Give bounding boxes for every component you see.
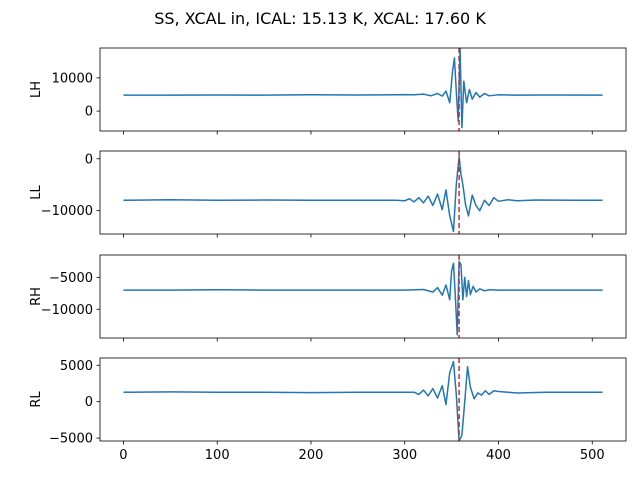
panel-rl: −5000 0 5000 0 100 200 300 400 500 RL bbox=[29, 357, 627, 463]
y-tick-label: 5000 bbox=[60, 359, 93, 374]
series-line bbox=[123, 48, 603, 129]
series-line bbox=[123, 155, 603, 233]
y-tick-label: 10000 bbox=[52, 71, 93, 86]
panel-ll: −10000 0 LL bbox=[29, 150, 627, 238]
y-axis-label: RL bbox=[29, 391, 44, 408]
y-tick-label: 0 bbox=[85, 395, 93, 410]
x-tick-label: 0 bbox=[119, 448, 127, 463]
y-axis-label: LL bbox=[29, 185, 44, 200]
y-tick-label: −5000 bbox=[49, 271, 93, 286]
y-axis-label: RH bbox=[29, 287, 44, 306]
x-tick-label: 400 bbox=[486, 448, 511, 463]
x-tick-label: 500 bbox=[580, 448, 605, 463]
y-tick-label: 0 bbox=[85, 105, 93, 120]
panel-lh: 0 10000 LH bbox=[29, 47, 627, 135]
y-axis-label: LH bbox=[29, 81, 44, 98]
panel-rh: −10000 −5000 RH bbox=[29, 254, 627, 342]
axes-frame bbox=[99, 47, 627, 132]
y-tick-label: −10000 bbox=[41, 303, 93, 318]
y-tick-label: −10000 bbox=[41, 204, 93, 219]
axes-frame bbox=[99, 357, 627, 442]
axes-frame bbox=[99, 254, 627, 339]
series-line bbox=[123, 360, 603, 441]
x-tick-label: 300 bbox=[392, 448, 417, 463]
x-tick-label: 100 bbox=[205, 448, 230, 463]
axes-frame bbox=[99, 150, 627, 235]
x-tick-label: 200 bbox=[299, 448, 324, 463]
y-tick-label: −5000 bbox=[49, 432, 93, 447]
chart-panels: 010000LH−100000LL−10000−5000RH−500005000… bbox=[29, 47, 627, 463]
y-tick-label: 0 bbox=[85, 152, 93, 167]
series-line bbox=[123, 260, 603, 336]
figure-title: SS, XCAL in, ICAL: 15.13 K, XCAL: 17.60 … bbox=[154, 9, 486, 28]
